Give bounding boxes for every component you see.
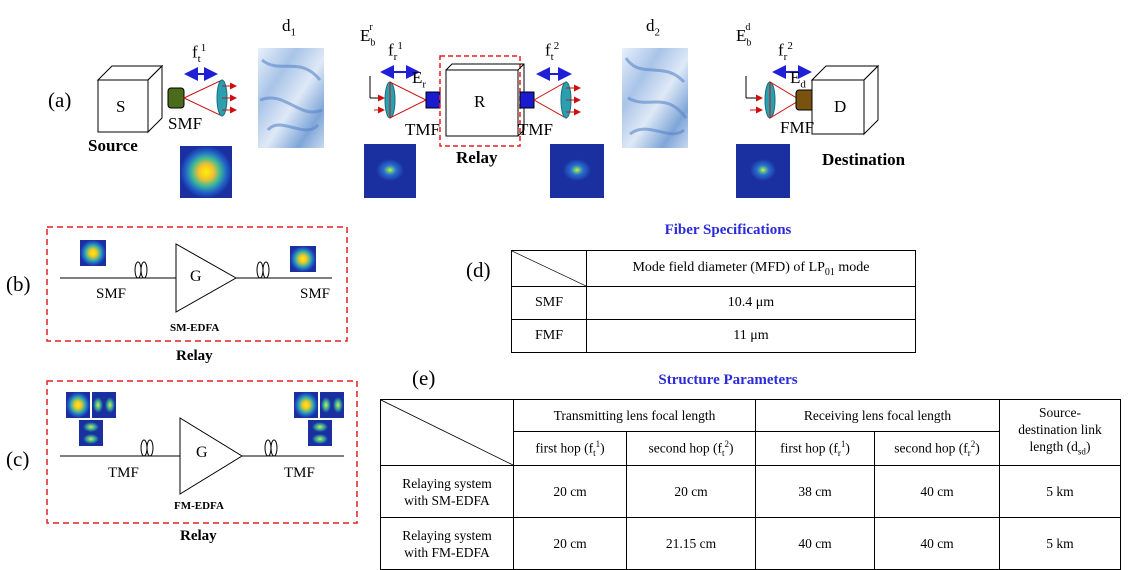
smf-coupler — [167, 87, 185, 109]
source-name: Source — [88, 136, 138, 155]
fm-in-mode-lp11a — [92, 392, 116, 418]
panel-c-label: (c) — [6, 447, 30, 471]
panel-b-caption: Relay — [176, 348, 213, 364]
fiber-spec-corner — [511, 250, 587, 287]
panel-c-right-fiber: TMF — [284, 465, 315, 481]
sm-edfa-amplifier — [175, 243, 238, 313]
panel-a-diagram — [96, 48, 880, 198]
relay-rx-lens-focal: fr1 — [388, 40, 403, 64]
params-group-link: Source- destination link length (dsd) — [999, 399, 1121, 466]
structure-params-table: Transmitting lens focal length Receiving… — [380, 399, 1121, 570]
panel-b-gain: G — [190, 268, 202, 285]
source-lens-focal: ft1 — [192, 42, 207, 66]
params-row: Relaying system with SM-EDFA 20 cm 20 cm … — [380, 465, 1121, 518]
params-group-tx: Transmitting lens focal length — [513, 399, 756, 432]
fm-out-mode-lp11b — [308, 420, 332, 446]
params-row-name: Relaying system with FM-EDFA — [380, 517, 514, 570]
params-cell: 20 cm — [513, 517, 627, 570]
params-sub-rx2: second hop (fr2) — [874, 431, 1000, 466]
params-cell: 21.15 cm — [626, 517, 756, 570]
params-cell: 40 cm — [755, 517, 875, 570]
fiber-spec-row-name: SMF — [511, 286, 587, 320]
panel-b-label: (b) — [6, 272, 31, 296]
params-row-name: Relaying system with SM-EDFA — [380, 465, 514, 518]
params-sub-rx1: first hop (fr1) — [755, 431, 875, 466]
params-cell: 38 cm — [755, 465, 875, 518]
destination-fiber-label: FMF — [780, 118, 815, 137]
fm-out-mode-lp01 — [294, 392, 318, 418]
panel-e-title: Structure Parameters — [658, 372, 798, 388]
fmf-coupler — [795, 89, 815, 111]
params-cell: 20 cm — [626, 465, 756, 518]
destination-box-label: D — [834, 97, 847, 116]
panel-b-amp-label: SM-EDFA — [170, 322, 220, 334]
destination-box — [810, 64, 880, 136]
fiber-spec-row-value: 11 μm — [586, 319, 916, 353]
panel-c-amp-label: FM-EDFA — [174, 500, 224, 512]
fm-in-mode-lp11b — [79, 420, 103, 446]
relay-box — [445, 63, 525, 137]
params-cell: 20 cm — [513, 465, 627, 518]
relay-field-label: Er — [412, 68, 427, 91]
panel-c-diagram — [46, 380, 358, 524]
relay-fiber-in-label: TMF — [405, 120, 440, 139]
fiber-spec-header: Mode field diameter (MFD) of LP01 mode — [586, 250, 916, 287]
destination-name: Destination — [822, 150, 906, 169]
turbulence-d2-label: d2 — [646, 16, 660, 39]
panel-c-gain: G — [196, 444, 208, 461]
panel-a-label: (a) — [48, 88, 72, 112]
relay-beam-label: Ebr — [360, 22, 376, 49]
panel-c-left-fiber: TMF — [108, 465, 139, 481]
params-corner — [380, 399, 514, 466]
fiber-spec-table: Mode field diameter (MFD) of LP01 mode S… — [511, 250, 916, 353]
destination-lens-focal: fr2 — [778, 40, 793, 64]
destination-beam-label: Ebd — [736, 22, 752, 49]
fiber-spec-row-value: 10.4 μm — [586, 286, 916, 320]
panel-b-right-fiber: SMF — [300, 286, 331, 302]
destination-field-label: Ed — [790, 68, 806, 91]
source-beam-profile — [180, 146, 232, 198]
fm-in-mode-lp01 — [66, 392, 90, 418]
relay-tx-lens-focal: ft2 — [545, 40, 560, 64]
panel-d-title: Fiber Specifications — [664, 222, 792, 238]
fm-out-mode-lp11a — [320, 392, 344, 418]
fiber-spec-row-name: FMF — [511, 319, 587, 353]
fm-edfa-amplifier — [179, 417, 243, 495]
params-cell: 40 cm — [874, 517, 1000, 570]
panel-b-left-fiber: SMF — [96, 286, 127, 302]
relay-fiber-out-label: TMF — [518, 120, 553, 139]
params-cell: 40 cm — [874, 465, 1000, 518]
panel-c-caption: Relay — [180, 528, 217, 544]
params-sub-tx2: second hop (ft2) — [626, 431, 756, 466]
params-cell: 5 km — [999, 517, 1121, 570]
relay-output-coupler — [519, 91, 535, 109]
turbulence-d1-label: d1 — [282, 16, 296, 39]
relay-input-coupler — [425, 91, 441, 109]
panel-d-label: (d) — [466, 258, 491, 282]
params-cell: 5 km — [999, 465, 1121, 518]
panel-e-label: (e) — [412, 366, 436, 390]
panel-b-diagram — [46, 226, 348, 342]
source-box — [96, 64, 164, 134]
source-fiber-label: SMF — [168, 114, 203, 133]
params-row: Relaying system with FM-EDFA 20 cm 21.15 … — [380, 517, 1121, 570]
params-group-rx: Receiving lens focal length — [755, 399, 1000, 432]
sm-in-mode-profile — [80, 240, 106, 266]
relay-name: Relay — [456, 148, 498, 167]
relay-box-label: R — [474, 92, 486, 111]
sm-out-mode-profile — [290, 246, 316, 272]
params-sub-tx1: first hop (ft1) — [513, 431, 627, 466]
source-box-label: S — [116, 97, 126, 116]
